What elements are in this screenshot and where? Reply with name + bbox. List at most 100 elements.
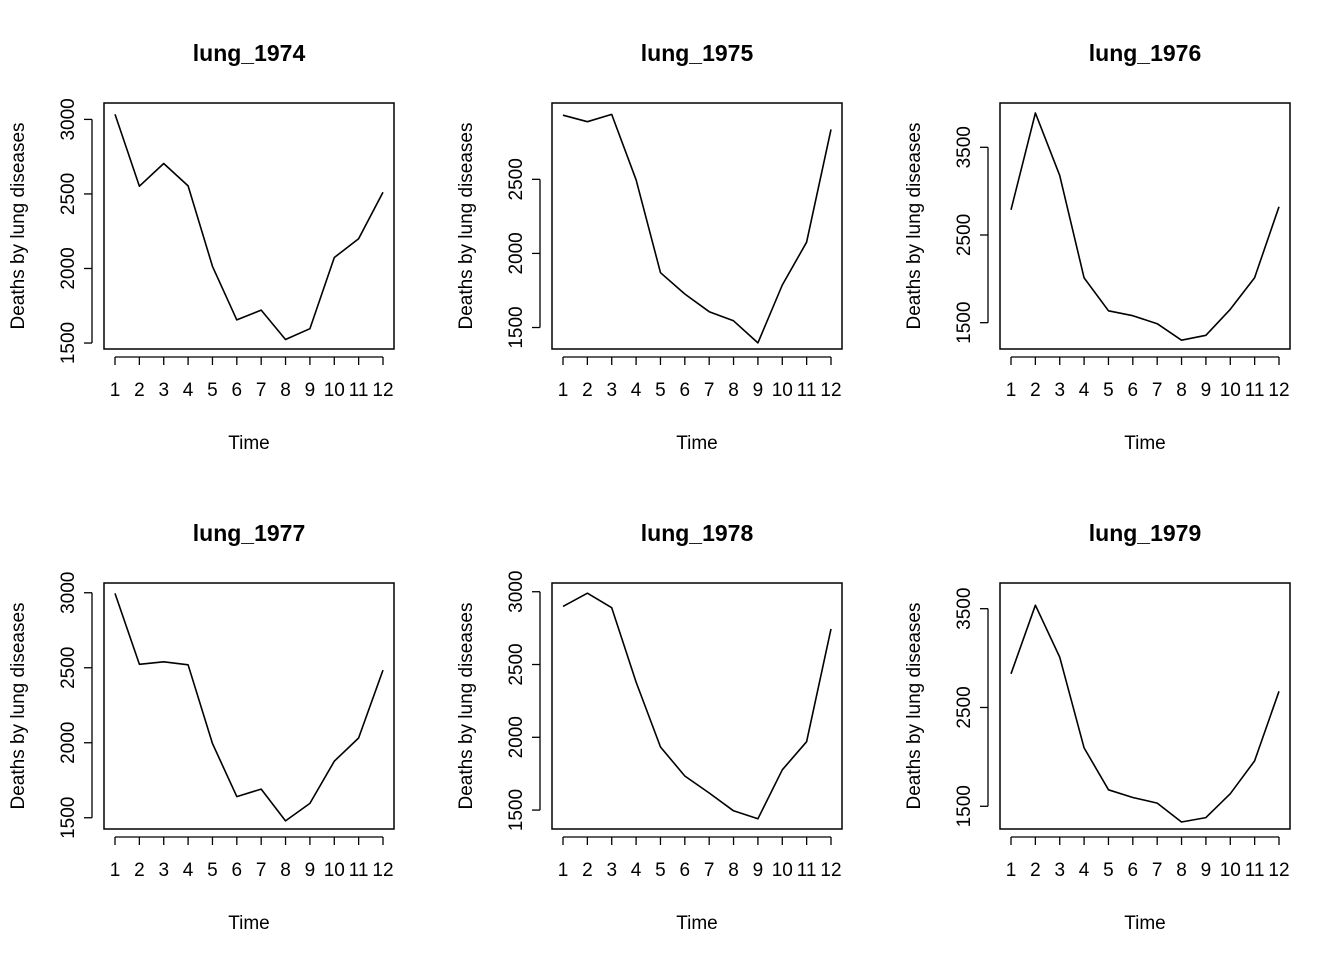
x-tick-label: 1 (558, 380, 569, 401)
x-tick-label: 6 (232, 860, 243, 881)
y-tick-label: 3000 (506, 571, 527, 613)
x-tick-label: 11 (797, 380, 817, 401)
x-tick-label: 1 (110, 380, 121, 401)
chart-title: lung_1978 (641, 520, 754, 546)
y-axis-label: Deaths by lung diseases (904, 602, 925, 809)
x-tick-label: 4 (631, 860, 642, 881)
x-tick-label: 5 (1103, 380, 1114, 401)
x-tick-label: 10 (1220, 860, 1241, 881)
y-tick-label: 2500 (954, 686, 975, 728)
x-tick-label: 9 (753, 860, 764, 881)
x-tick-label: 1 (1006, 380, 1017, 401)
chart-title: lung_1977 (193, 520, 306, 546)
x-tick-label: 9 (753, 380, 764, 401)
series-line (562, 113, 832, 344)
x-tick-label: 7 (704, 860, 715, 881)
y-tick-label: 3000 (58, 98, 79, 140)
y-axis-label: Deaths by lung diseases (8, 122, 29, 329)
x-axis-label: Time (228, 433, 270, 454)
x-tick-label: 8 (1176, 860, 1187, 881)
y-tick-label: 1500 (954, 302, 975, 344)
x-tick-label: 11 (349, 380, 369, 401)
y-tick-label: 3500 (954, 126, 975, 168)
x-tick-label: 7 (256, 860, 267, 881)
x-tick-label: 2 (134, 380, 145, 401)
x-tick-label: 5 (207, 860, 218, 881)
x-tick-label: 4 (1079, 380, 1090, 401)
x-tick-label: 3 (606, 860, 617, 881)
x-tick-label: 10 (1220, 380, 1241, 401)
x-tick-label: 7 (1152, 860, 1163, 881)
x-tick-label: 5 (655, 860, 666, 881)
x-tick-label: 11 (797, 860, 817, 881)
series-line (114, 593, 384, 822)
x-tick-label: 3 (606, 380, 617, 401)
y-tick-label: 2500 (954, 214, 975, 256)
y-tick-label: 1500 (58, 322, 79, 364)
y-axis-label: Deaths by lung diseases (456, 602, 477, 809)
y-axis-label: Deaths by lung diseases (904, 122, 925, 329)
x-tick-label: 11 (349, 860, 369, 881)
x-tick-label: 1 (110, 860, 121, 881)
x-tick-label: 8 (280, 860, 291, 881)
y-tick-label: 2000 (58, 247, 79, 289)
y-tick-label: 2500 (58, 173, 79, 215)
x-tick-label: 10 (324, 860, 345, 881)
x-tick-label: 3 (1054, 860, 1065, 881)
x-tick-label: 6 (680, 860, 691, 881)
chart-title: lung_1974 (193, 40, 306, 66)
y-tick-label: 2500 (506, 158, 527, 200)
x-tick-label: 12 (820, 860, 841, 881)
x-tick-label: 9 (305, 860, 316, 881)
y-tick-label: 1500 (954, 785, 975, 827)
series-line (1010, 112, 1280, 342)
x-tick-label: 12 (372, 860, 393, 881)
chart-title: lung_1975 (641, 40, 754, 66)
series-line (114, 113, 384, 341)
x-tick-label: 8 (728, 380, 739, 401)
x-tick-label: 7 (1152, 380, 1163, 401)
y-tick-label: 1500 (506, 789, 527, 831)
x-tick-label: 3 (158, 380, 169, 401)
x-tick-label: 11 (1245, 380, 1265, 401)
x-tick-label: 2 (1030, 860, 1041, 881)
x-tick-label: 11 (1245, 860, 1265, 881)
x-tick-label: 10 (772, 380, 793, 401)
x-tick-label: 12 (1268, 380, 1289, 401)
y-axis-label: Deaths by lung diseases (456, 122, 477, 329)
y-tick-label: 1500 (506, 306, 527, 348)
series-line (562, 592, 832, 820)
x-tick-label: 6 (1128, 860, 1139, 881)
plot-frame (103, 582, 395, 830)
x-tick-label: 12 (372, 380, 393, 401)
x-tick-label: 5 (1103, 860, 1114, 881)
x-tick-label: 6 (1128, 380, 1139, 401)
x-tick-label: 7 (704, 380, 715, 401)
plot-frame (999, 102, 1291, 350)
chart-title: lung_1979 (1089, 520, 1202, 546)
x-tick-label: 2 (134, 860, 145, 881)
x-tick-label: 4 (1079, 860, 1090, 881)
x-tick-label: 2 (582, 380, 593, 401)
x-tick-label: 8 (728, 860, 739, 881)
plot-frame (551, 102, 843, 350)
x-tick-label: 7 (256, 380, 267, 401)
x-tick-label: 1 (1006, 860, 1017, 881)
plot-frame (551, 582, 843, 830)
plot-frame (103, 102, 395, 350)
x-tick-label: 10 (772, 860, 793, 881)
y-axis-label: Deaths by lung diseases (8, 602, 29, 809)
series-line (1010, 604, 1280, 823)
y-tick-label: 3500 (954, 588, 975, 630)
y-tick-label: 1500 (58, 797, 79, 839)
x-tick-label: 2 (582, 860, 593, 881)
x-tick-label: 4 (183, 860, 194, 881)
x-tick-label: 9 (1201, 380, 1212, 401)
x-tick-label: 9 (1201, 860, 1212, 881)
x-tick-label: 8 (280, 380, 291, 401)
